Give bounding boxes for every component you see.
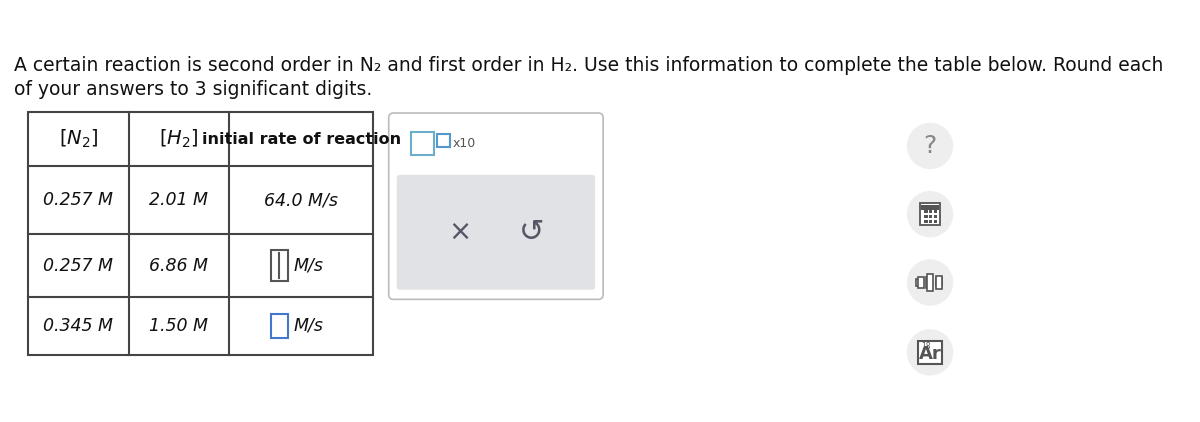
Text: x10: x10 [452, 137, 475, 150]
Text: 64.0 M/s: 64.0 M/s [264, 191, 338, 209]
Bar [926, 277, 932, 288]
Bar [918, 341, 942, 364]
Text: 18: 18 [922, 342, 931, 351]
Bar [412, 132, 433, 155]
Bar [271, 314, 288, 338]
Bar [936, 279, 942, 287]
Text: M/s: M/s [294, 257, 324, 275]
Text: 2.01 M: 2.01 M [149, 191, 208, 209]
Circle shape [907, 124, 953, 168]
Text: ×: × [448, 218, 472, 246]
Text: of your answers to 3 significant digits.: of your answers to 3 significant digits. [14, 80, 373, 99]
Bar [934, 220, 937, 223]
Bar [934, 215, 937, 218]
Bar [919, 203, 941, 225]
Text: 0.257 M: 0.257 M [43, 257, 113, 275]
FancyBboxPatch shape [389, 113, 604, 299]
Text: initial rate of reaction: initial rate of reaction [202, 132, 401, 146]
Bar [918, 277, 924, 288]
Bar [924, 220, 928, 223]
Circle shape [907, 260, 953, 305]
Text: ?: ? [924, 134, 937, 158]
Circle shape [907, 330, 953, 375]
Text: 1.50 M: 1.50 M [149, 317, 208, 335]
Text: Ar: Ar [919, 345, 942, 363]
Bar [271, 250, 288, 281]
Text: $\left[\mathit{N}_2\right]$: $\left[\mathit{N}_2\right]$ [59, 128, 98, 150]
Bar [28, 112, 373, 355]
Bar [934, 210, 937, 214]
Bar [922, 205, 938, 210]
Bar [936, 276, 942, 289]
Text: 0.257 M: 0.257 M [43, 191, 113, 209]
Bar [917, 279, 923, 286]
Circle shape [907, 192, 953, 237]
Text: A certain reaction is second order in N₂ and first order in H₂. Use this informa: A certain reaction is second order in N₂… [14, 56, 1164, 75]
Text: 6.86 M: 6.86 M [149, 257, 208, 275]
Bar [929, 220, 932, 223]
Text: M/s: M/s [294, 317, 324, 335]
Bar [929, 215, 932, 218]
Text: $\left[\mathit{H}_2\right]$: $\left[\mathit{H}_2\right]$ [160, 128, 198, 150]
Bar [929, 210, 932, 214]
Text: 0.345 M: 0.345 M [43, 317, 113, 335]
Bar [924, 210, 928, 214]
FancyBboxPatch shape [397, 175, 595, 290]
Bar [437, 134, 450, 147]
Bar [926, 274, 934, 290]
Text: ↺: ↺ [520, 218, 545, 247]
Bar [924, 215, 928, 218]
